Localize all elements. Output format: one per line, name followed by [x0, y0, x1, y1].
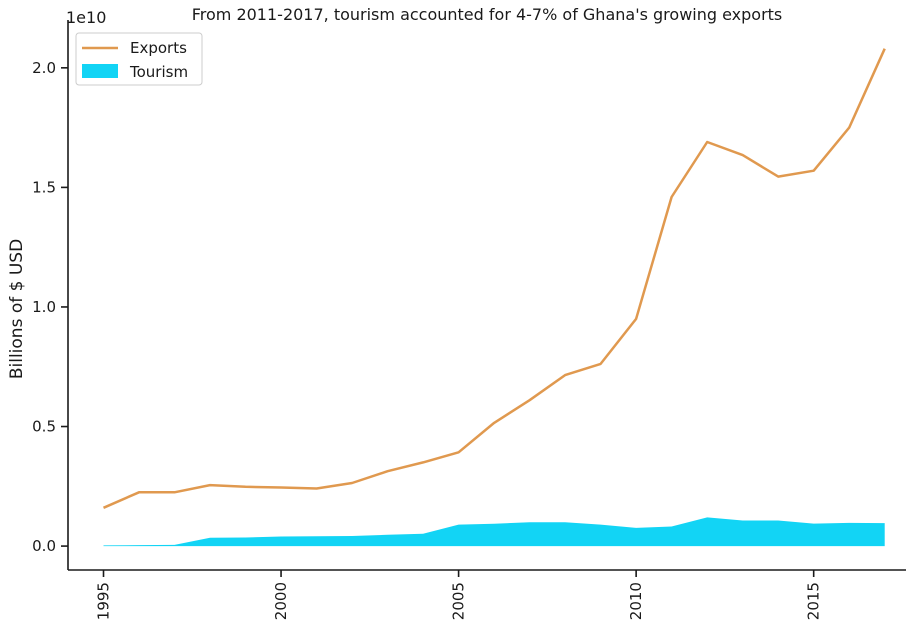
x-tick-label: 1995 — [95, 582, 113, 620]
legend-label-tourism: Tourism — [129, 63, 188, 81]
x-tick-label: 2000 — [272, 582, 290, 620]
series-tourism-area — [103, 517, 885, 547]
y-tick-label: 1.5 — [32, 178, 56, 196]
y-tick-label: 0.0 — [32, 537, 56, 555]
y-ticks: 0.0 0.5 1.0 1.5 2.0 — [32, 59, 68, 555]
plot-area — [102, 48, 886, 547]
offset-text: 1e10 — [66, 8, 106, 27]
legend-label-exports: Exports — [130, 39, 187, 57]
x-tick-label: 2010 — [627, 582, 645, 620]
y-tick-label: 1.0 — [32, 298, 56, 316]
x-tick-label: 2015 — [805, 582, 823, 620]
x-tick-label: 2005 — [450, 582, 468, 620]
series-exports-line — [102, 48, 886, 509]
x-ticks: 1995 2000 2005 2010 2015 — [95, 570, 823, 620]
y-axis-label: Billions of $ USD — [7, 239, 27, 379]
legend-swatch-tourism — [82, 64, 118, 78]
y-tick-label: 2.0 — [32, 59, 56, 77]
y-tick-label: 0.5 — [32, 418, 56, 436]
chart-title: From 2011-2017, tourism accounted for 4-… — [192, 5, 783, 24]
legend: Exports Tourism — [75, 32, 203, 86]
